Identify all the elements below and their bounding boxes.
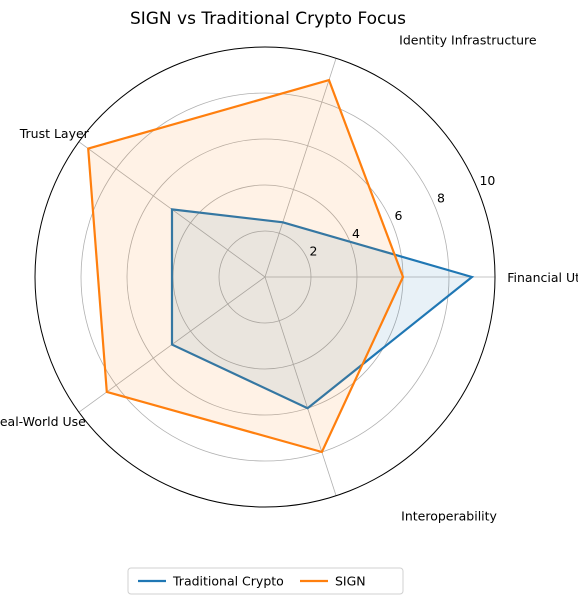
radial-tick-label: 10	[479, 173, 495, 188]
radar-grid	[34, 46, 496, 508]
radar-series	[87, 78, 475, 454]
legend-box	[127, 567, 404, 595]
category-label: Interoperability	[401, 508, 497, 523]
category-label: Financial Utility	[507, 270, 578, 285]
category-label: Real-World Use	[0, 414, 86, 429]
series-line	[170, 208, 475, 410]
chart-title: SIGN vs Traditional Crypto Focus	[130, 9, 406, 29]
outer-frame	[34, 46, 496, 508]
grid-spoke	[264, 58, 337, 278]
series-line	[87, 78, 405, 454]
grid-spoke	[264, 276, 337, 496]
category-label: Trust Layer	[19, 126, 90, 141]
radial-tick-label: 4	[352, 226, 360, 241]
radial-tick-label: 6	[394, 208, 402, 223]
category-label: Identity Infrastructure	[399, 33, 537, 48]
radar-labels: 2 4 6 8 10 Financial Utility Identity Infrastr…	[0, 33, 578, 524]
legend: Traditional Crypto SIGN	[127, 567, 404, 595]
radial-tick-label: 2	[309, 243, 317, 258]
legend-label: SIGN	[335, 574, 366, 589]
radial-tick-label: 8	[437, 191, 445, 206]
series-fill	[88, 80, 403, 452]
legend-label: Traditional Crypto	[172, 574, 284, 589]
